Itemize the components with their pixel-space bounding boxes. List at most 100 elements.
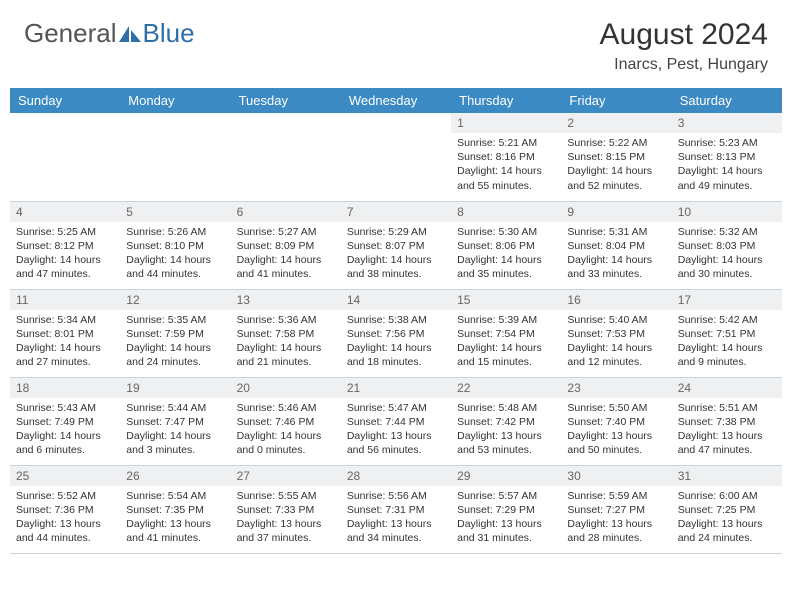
calendar-week-row: 18Sunrise: 5:43 AMSunset: 7:49 PMDayligh… (10, 377, 782, 465)
day-details: Sunrise: 5:27 AMSunset: 8:09 PMDaylight:… (231, 222, 341, 286)
calendar-day-cell: 3Sunrise: 5:23 AMSunset: 8:13 PMDaylight… (672, 113, 782, 201)
day-details: Sunrise: 5:50 AMSunset: 7:40 PMDaylight:… (561, 398, 671, 462)
day-details: Sunrise: 5:55 AMSunset: 7:33 PMDaylight:… (231, 486, 341, 550)
calendar-day-cell: 5Sunrise: 5:26 AMSunset: 8:10 PMDaylight… (120, 201, 230, 289)
calendar-day-cell: 16Sunrise: 5:40 AMSunset: 7:53 PMDayligh… (561, 289, 671, 377)
day-number: 28 (341, 466, 451, 486)
day-details: Sunrise: 5:57 AMSunset: 7:29 PMDaylight:… (451, 486, 561, 550)
day-number: 31 (672, 466, 782, 486)
day-number: 16 (561, 290, 671, 310)
day-details: Sunrise: 5:43 AMSunset: 7:49 PMDaylight:… (10, 398, 120, 462)
day-number: 22 (451, 378, 561, 398)
day-number: 26 (120, 466, 230, 486)
calendar-day-cell: 7Sunrise: 5:29 AMSunset: 8:07 PMDaylight… (341, 201, 451, 289)
logo-sail-icon (119, 26, 141, 42)
calendar-day-cell: .. (120, 113, 230, 201)
day-number: 21 (341, 378, 451, 398)
calendar-week-row: 11Sunrise: 5:34 AMSunset: 8:01 PMDayligh… (10, 289, 782, 377)
calendar-day-cell: 25Sunrise: 5:52 AMSunset: 7:36 PMDayligh… (10, 465, 120, 553)
calendar-day-cell: 19Sunrise: 5:44 AMSunset: 7:47 PMDayligh… (120, 377, 230, 465)
calendar-day-cell: 24Sunrise: 5:51 AMSunset: 7:38 PMDayligh… (672, 377, 782, 465)
calendar-week-row: 25Sunrise: 5:52 AMSunset: 7:36 PMDayligh… (10, 465, 782, 553)
day-number: 4 (10, 202, 120, 222)
calendar-day-cell: 29Sunrise: 5:57 AMSunset: 7:29 PMDayligh… (451, 465, 561, 553)
day-details: Sunrise: 5:56 AMSunset: 7:31 PMDaylight:… (341, 486, 451, 550)
calendar-day-cell: 14Sunrise: 5:38 AMSunset: 7:56 PMDayligh… (341, 289, 451, 377)
calendar-day-cell: 2Sunrise: 5:22 AMSunset: 8:15 PMDaylight… (561, 113, 671, 201)
day-number: 3 (672, 113, 782, 133)
calendar-day-cell: 21Sunrise: 5:47 AMSunset: 7:44 PMDayligh… (341, 377, 451, 465)
day-number: 1 (451, 113, 561, 133)
calendar-day-cell: 12Sunrise: 5:35 AMSunset: 7:59 PMDayligh… (120, 289, 230, 377)
calendar-day-cell: 20Sunrise: 5:46 AMSunset: 7:46 PMDayligh… (231, 377, 341, 465)
weekday-header: Monday (120, 88, 230, 113)
weekday-header: Tuesday (231, 88, 341, 113)
calendar-day-cell: 15Sunrise: 5:39 AMSunset: 7:54 PMDayligh… (451, 289, 561, 377)
day-number: 10 (672, 202, 782, 222)
calendar-header-row: SundayMondayTuesdayWednesdayThursdayFrid… (10, 88, 782, 113)
day-details: Sunrise: 5:48 AMSunset: 7:42 PMDaylight:… (451, 398, 561, 462)
calendar-day-cell: 23Sunrise: 5:50 AMSunset: 7:40 PMDayligh… (561, 377, 671, 465)
day-details: Sunrise: 5:23 AMSunset: 8:13 PMDaylight:… (672, 133, 782, 197)
calendar-week-row: 4Sunrise: 5:25 AMSunset: 8:12 PMDaylight… (10, 201, 782, 289)
calendar-day-cell: 22Sunrise: 5:48 AMSunset: 7:42 PMDayligh… (451, 377, 561, 465)
title-block: August 2024 Inarcs, Pest, Hungary (600, 18, 768, 74)
day-details: Sunrise: 5:34 AMSunset: 8:01 PMDaylight:… (10, 310, 120, 374)
calendar-day-cell: 27Sunrise: 5:55 AMSunset: 7:33 PMDayligh… (231, 465, 341, 553)
day-details: Sunrise: 5:40 AMSunset: 7:53 PMDaylight:… (561, 310, 671, 374)
calendar-day-cell: .. (10, 113, 120, 201)
day-number: 18 (10, 378, 120, 398)
calendar-day-cell: 8Sunrise: 5:30 AMSunset: 8:06 PMDaylight… (451, 201, 561, 289)
logo: General Blue (24, 18, 195, 49)
day-details: Sunrise: 5:26 AMSunset: 8:10 PMDaylight:… (120, 222, 230, 286)
day-details: Sunrise: 5:46 AMSunset: 7:46 PMDaylight:… (231, 398, 341, 462)
weekday-header: Wednesday (341, 88, 451, 113)
calendar-body: ........1Sunrise: 5:21 AMSunset: 8:16 PM… (10, 113, 782, 553)
location-text: Inarcs, Pest, Hungary (600, 56, 768, 74)
day-details: Sunrise: 5:47 AMSunset: 7:44 PMDaylight:… (341, 398, 451, 462)
day-details: Sunrise: 5:59 AMSunset: 7:27 PMDaylight:… (561, 486, 671, 550)
day-number: 17 (672, 290, 782, 310)
weekday-header: Sunday (10, 88, 120, 113)
day-details: Sunrise: 5:38 AMSunset: 7:56 PMDaylight:… (341, 310, 451, 374)
calendar-day-cell: 4Sunrise: 5:25 AMSunset: 8:12 PMDaylight… (10, 201, 120, 289)
weekday-header: Friday (561, 88, 671, 113)
day-number: 7 (341, 202, 451, 222)
day-details: Sunrise: 5:44 AMSunset: 7:47 PMDaylight:… (120, 398, 230, 462)
day-number: 19 (120, 378, 230, 398)
day-details: Sunrise: 5:36 AMSunset: 7:58 PMDaylight:… (231, 310, 341, 374)
day-number: 9 (561, 202, 671, 222)
calendar-day-cell: 11Sunrise: 5:34 AMSunset: 8:01 PMDayligh… (10, 289, 120, 377)
day-details: Sunrise: 5:51 AMSunset: 7:38 PMDaylight:… (672, 398, 782, 462)
day-number: 27 (231, 466, 341, 486)
day-details: Sunrise: 6:00 AMSunset: 7:25 PMDaylight:… (672, 486, 782, 550)
calendar-day-cell: 31Sunrise: 6:00 AMSunset: 7:25 PMDayligh… (672, 465, 782, 553)
day-number: 5 (120, 202, 230, 222)
logo-text-general: General (24, 18, 117, 49)
calendar-day-cell: 17Sunrise: 5:42 AMSunset: 7:51 PMDayligh… (672, 289, 782, 377)
calendar-day-cell: 18Sunrise: 5:43 AMSunset: 7:49 PMDayligh… (10, 377, 120, 465)
day-details: Sunrise: 5:22 AMSunset: 8:15 PMDaylight:… (561, 133, 671, 197)
logo-text-blue: Blue (143, 18, 195, 49)
day-details: Sunrise: 5:31 AMSunset: 8:04 PMDaylight:… (561, 222, 671, 286)
day-details: Sunrise: 5:54 AMSunset: 7:35 PMDaylight:… (120, 486, 230, 550)
day-details: Sunrise: 5:39 AMSunset: 7:54 PMDaylight:… (451, 310, 561, 374)
calendar-day-cell: 9Sunrise: 5:31 AMSunset: 8:04 PMDaylight… (561, 201, 671, 289)
calendar-day-cell: 1Sunrise: 5:21 AMSunset: 8:16 PMDaylight… (451, 113, 561, 201)
day-number: 6 (231, 202, 341, 222)
day-details: Sunrise: 5:32 AMSunset: 8:03 PMDaylight:… (672, 222, 782, 286)
day-details: Sunrise: 5:30 AMSunset: 8:06 PMDaylight:… (451, 222, 561, 286)
day-number: 20 (231, 378, 341, 398)
day-number: 12 (120, 290, 230, 310)
weekday-header: Thursday (451, 88, 561, 113)
day-number: 8 (451, 202, 561, 222)
day-details: Sunrise: 5:25 AMSunset: 8:12 PMDaylight:… (10, 222, 120, 286)
day-number: 23 (561, 378, 671, 398)
calendar-day-cell: .. (341, 113, 451, 201)
day-details: Sunrise: 5:52 AMSunset: 7:36 PMDaylight:… (10, 486, 120, 550)
calendar-week-row: ........1Sunrise: 5:21 AMSunset: 8:16 PM… (10, 113, 782, 201)
calendar-day-cell: .. (231, 113, 341, 201)
day-number: 11 (10, 290, 120, 310)
day-number: 13 (231, 290, 341, 310)
day-number: 24 (672, 378, 782, 398)
